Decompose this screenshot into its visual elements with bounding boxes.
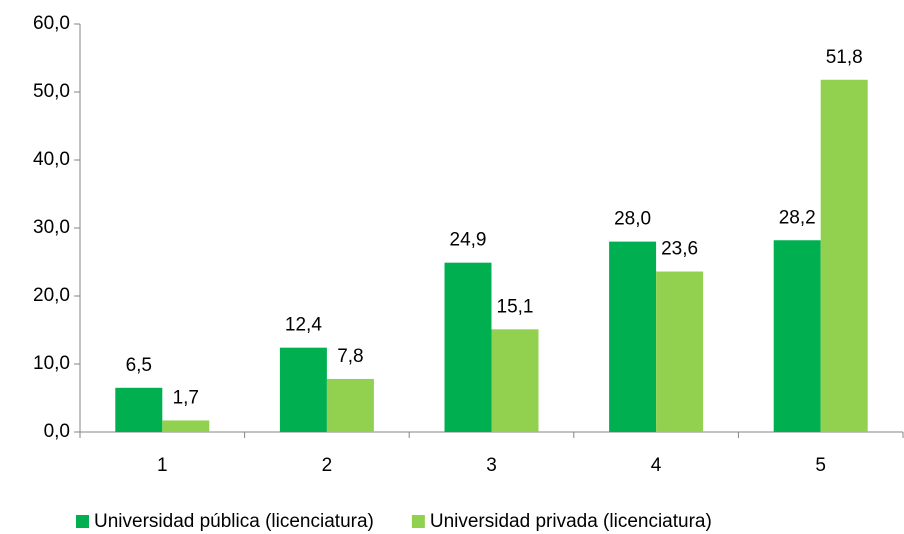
data-label: 1,7: [173, 387, 199, 408]
bar: [609, 241, 657, 432]
x-tick-label: 4: [651, 455, 662, 476]
data-label: 51,8: [826, 47, 863, 68]
legend-swatch: [76, 515, 89, 528]
bar: [279, 347, 327, 432]
bar: [656, 271, 704, 432]
data-label: 15,1: [497, 296, 534, 317]
data-label: 28,0: [614, 209, 651, 230]
legend-label: Universidad pública (licenciatura): [94, 511, 374, 532]
bar: [773, 240, 821, 432]
y-tick-label: 50,0: [33, 81, 70, 102]
bar: [820, 79, 868, 432]
y-tick-label: 40,0: [33, 149, 70, 170]
x-tick-label: 1: [157, 455, 168, 476]
x-tick-label: 3: [486, 455, 497, 476]
legend-swatch: [411, 515, 425, 528]
data-label: 24,9: [450, 230, 487, 251]
bar: [444, 262, 492, 432]
bar: [491, 329, 539, 432]
x-tick-label: 2: [322, 455, 333, 476]
bar: [326, 378, 374, 432]
bar: [162, 420, 210, 432]
data-label: 7,8: [337, 346, 363, 367]
y-tick-label: 30,0: [33, 217, 70, 238]
data-label: 6,5: [126, 355, 152, 376]
y-tick-label: 60,0: [33, 13, 70, 34]
data-label: 23,6: [661, 239, 698, 260]
data-label: 12,4: [285, 315, 322, 336]
x-tick-label: 5: [815, 455, 826, 476]
y-tick-label: 20,0: [33, 285, 70, 306]
y-tick-label: 0,0: [44, 421, 70, 442]
data-label: 28,2: [779, 207, 816, 228]
bar: [115, 387, 163, 432]
legend-label: Universidad privada (licenciatura): [430, 511, 712, 532]
y-tick-label: 10,0: [33, 353, 70, 374]
